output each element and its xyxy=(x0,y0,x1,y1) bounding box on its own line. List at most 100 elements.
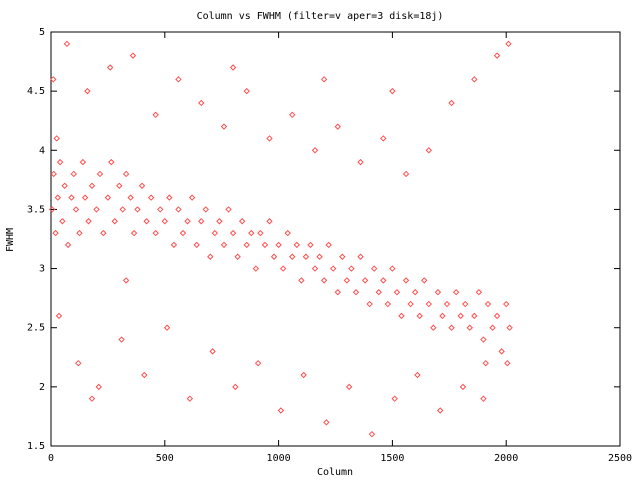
point xyxy=(166,194,173,201)
point xyxy=(84,87,91,95)
point xyxy=(320,277,328,284)
point xyxy=(243,87,250,95)
point xyxy=(147,194,155,201)
x-tick-label: 2000 xyxy=(494,453,518,464)
point xyxy=(402,170,410,178)
point xyxy=(88,395,96,402)
point xyxy=(421,277,428,284)
point xyxy=(68,194,75,201)
point xyxy=(361,277,369,284)
point xyxy=(284,229,291,237)
point xyxy=(64,241,72,249)
point xyxy=(275,241,282,249)
point xyxy=(211,229,219,237)
point xyxy=(122,277,130,284)
point xyxy=(475,289,483,296)
point xyxy=(130,229,138,237)
point xyxy=(430,324,437,331)
point xyxy=(243,241,250,249)
point xyxy=(238,218,246,225)
point xyxy=(72,206,80,213)
point xyxy=(279,265,287,272)
point xyxy=(407,300,414,308)
point xyxy=(95,383,103,391)
point xyxy=(289,253,296,260)
point xyxy=(482,359,489,367)
point xyxy=(50,76,57,83)
point xyxy=(393,289,401,296)
point xyxy=(55,312,63,320)
point xyxy=(100,229,107,237)
point xyxy=(141,371,148,379)
point xyxy=(459,383,467,391)
point xyxy=(375,289,382,296)
point xyxy=(506,324,513,331)
point xyxy=(63,40,71,48)
plot-border xyxy=(50,31,621,447)
point xyxy=(93,206,100,213)
y-tick-label: 2 xyxy=(39,382,45,393)
point xyxy=(229,64,237,71)
point xyxy=(411,289,419,296)
point xyxy=(257,229,264,237)
point xyxy=(334,289,341,296)
point xyxy=(108,158,115,166)
point xyxy=(220,241,228,249)
point xyxy=(266,135,273,142)
point xyxy=(129,52,137,59)
point xyxy=(266,218,273,225)
point xyxy=(234,253,241,260)
x-tick-label: 0 xyxy=(48,453,54,464)
point xyxy=(298,277,305,284)
x-tick-label: 2500 xyxy=(608,453,632,464)
point xyxy=(157,206,164,213)
point xyxy=(161,218,169,225)
point xyxy=(232,383,239,391)
point xyxy=(116,182,123,189)
point xyxy=(352,289,360,296)
x-tick-label: 1000 xyxy=(267,453,291,464)
point xyxy=(307,241,314,249)
point xyxy=(163,324,171,331)
point xyxy=(104,194,112,201)
point xyxy=(270,253,278,260)
point xyxy=(402,277,410,284)
point xyxy=(170,241,178,249)
y-tick-label: 2.5 xyxy=(27,323,45,334)
point xyxy=(357,253,364,260)
point xyxy=(436,407,444,414)
point xyxy=(391,395,398,402)
point xyxy=(293,241,301,249)
point xyxy=(334,123,341,130)
point xyxy=(229,229,237,237)
point xyxy=(127,194,134,201)
point xyxy=(225,206,232,213)
point xyxy=(81,194,89,201)
point xyxy=(202,206,209,213)
point xyxy=(504,359,511,367)
point xyxy=(53,135,60,142)
point xyxy=(48,206,56,213)
point xyxy=(320,76,328,83)
point xyxy=(425,300,433,308)
point xyxy=(439,312,446,320)
point xyxy=(50,170,57,178)
point xyxy=(143,218,150,225)
point xyxy=(56,158,64,166)
point xyxy=(96,170,104,178)
point xyxy=(302,253,310,260)
point xyxy=(452,289,460,296)
y-tick-label: 3.5 xyxy=(27,204,45,215)
point xyxy=(343,277,351,284)
point xyxy=(311,265,319,272)
point xyxy=(300,371,307,379)
point xyxy=(186,395,194,402)
y-tick-label: 3 xyxy=(39,264,45,275)
point xyxy=(498,348,505,355)
point xyxy=(448,99,455,107)
x-tick-label: 500 xyxy=(156,453,174,464)
point xyxy=(370,265,378,272)
point xyxy=(484,300,492,308)
